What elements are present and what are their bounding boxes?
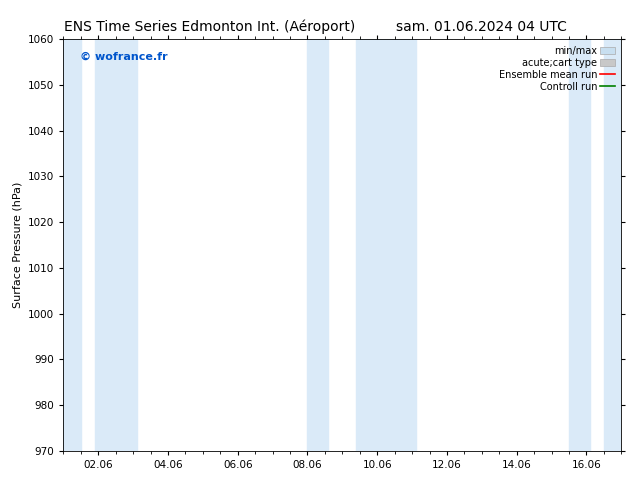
Bar xyxy=(95,39,137,451)
Bar xyxy=(356,39,416,451)
Bar xyxy=(307,39,328,451)
Text: ENS Time Series Edmonton Int. (Aéroport): ENS Time Series Edmonton Int. (Aéroport) xyxy=(63,20,355,34)
Y-axis label: Surface Pressure (hPa): Surface Pressure (hPa) xyxy=(13,182,23,308)
Legend: min/max, acute;cart type, Ensemble mean run, Controll run: min/max, acute;cart type, Ensemble mean … xyxy=(496,44,616,94)
Text: sam. 01.06.2024 04 UTC: sam. 01.06.2024 04 UTC xyxy=(396,20,567,34)
Bar xyxy=(604,39,621,451)
Bar xyxy=(569,39,590,451)
Text: © wofrance.fr: © wofrance.fr xyxy=(80,51,168,62)
Bar xyxy=(63,39,81,451)
